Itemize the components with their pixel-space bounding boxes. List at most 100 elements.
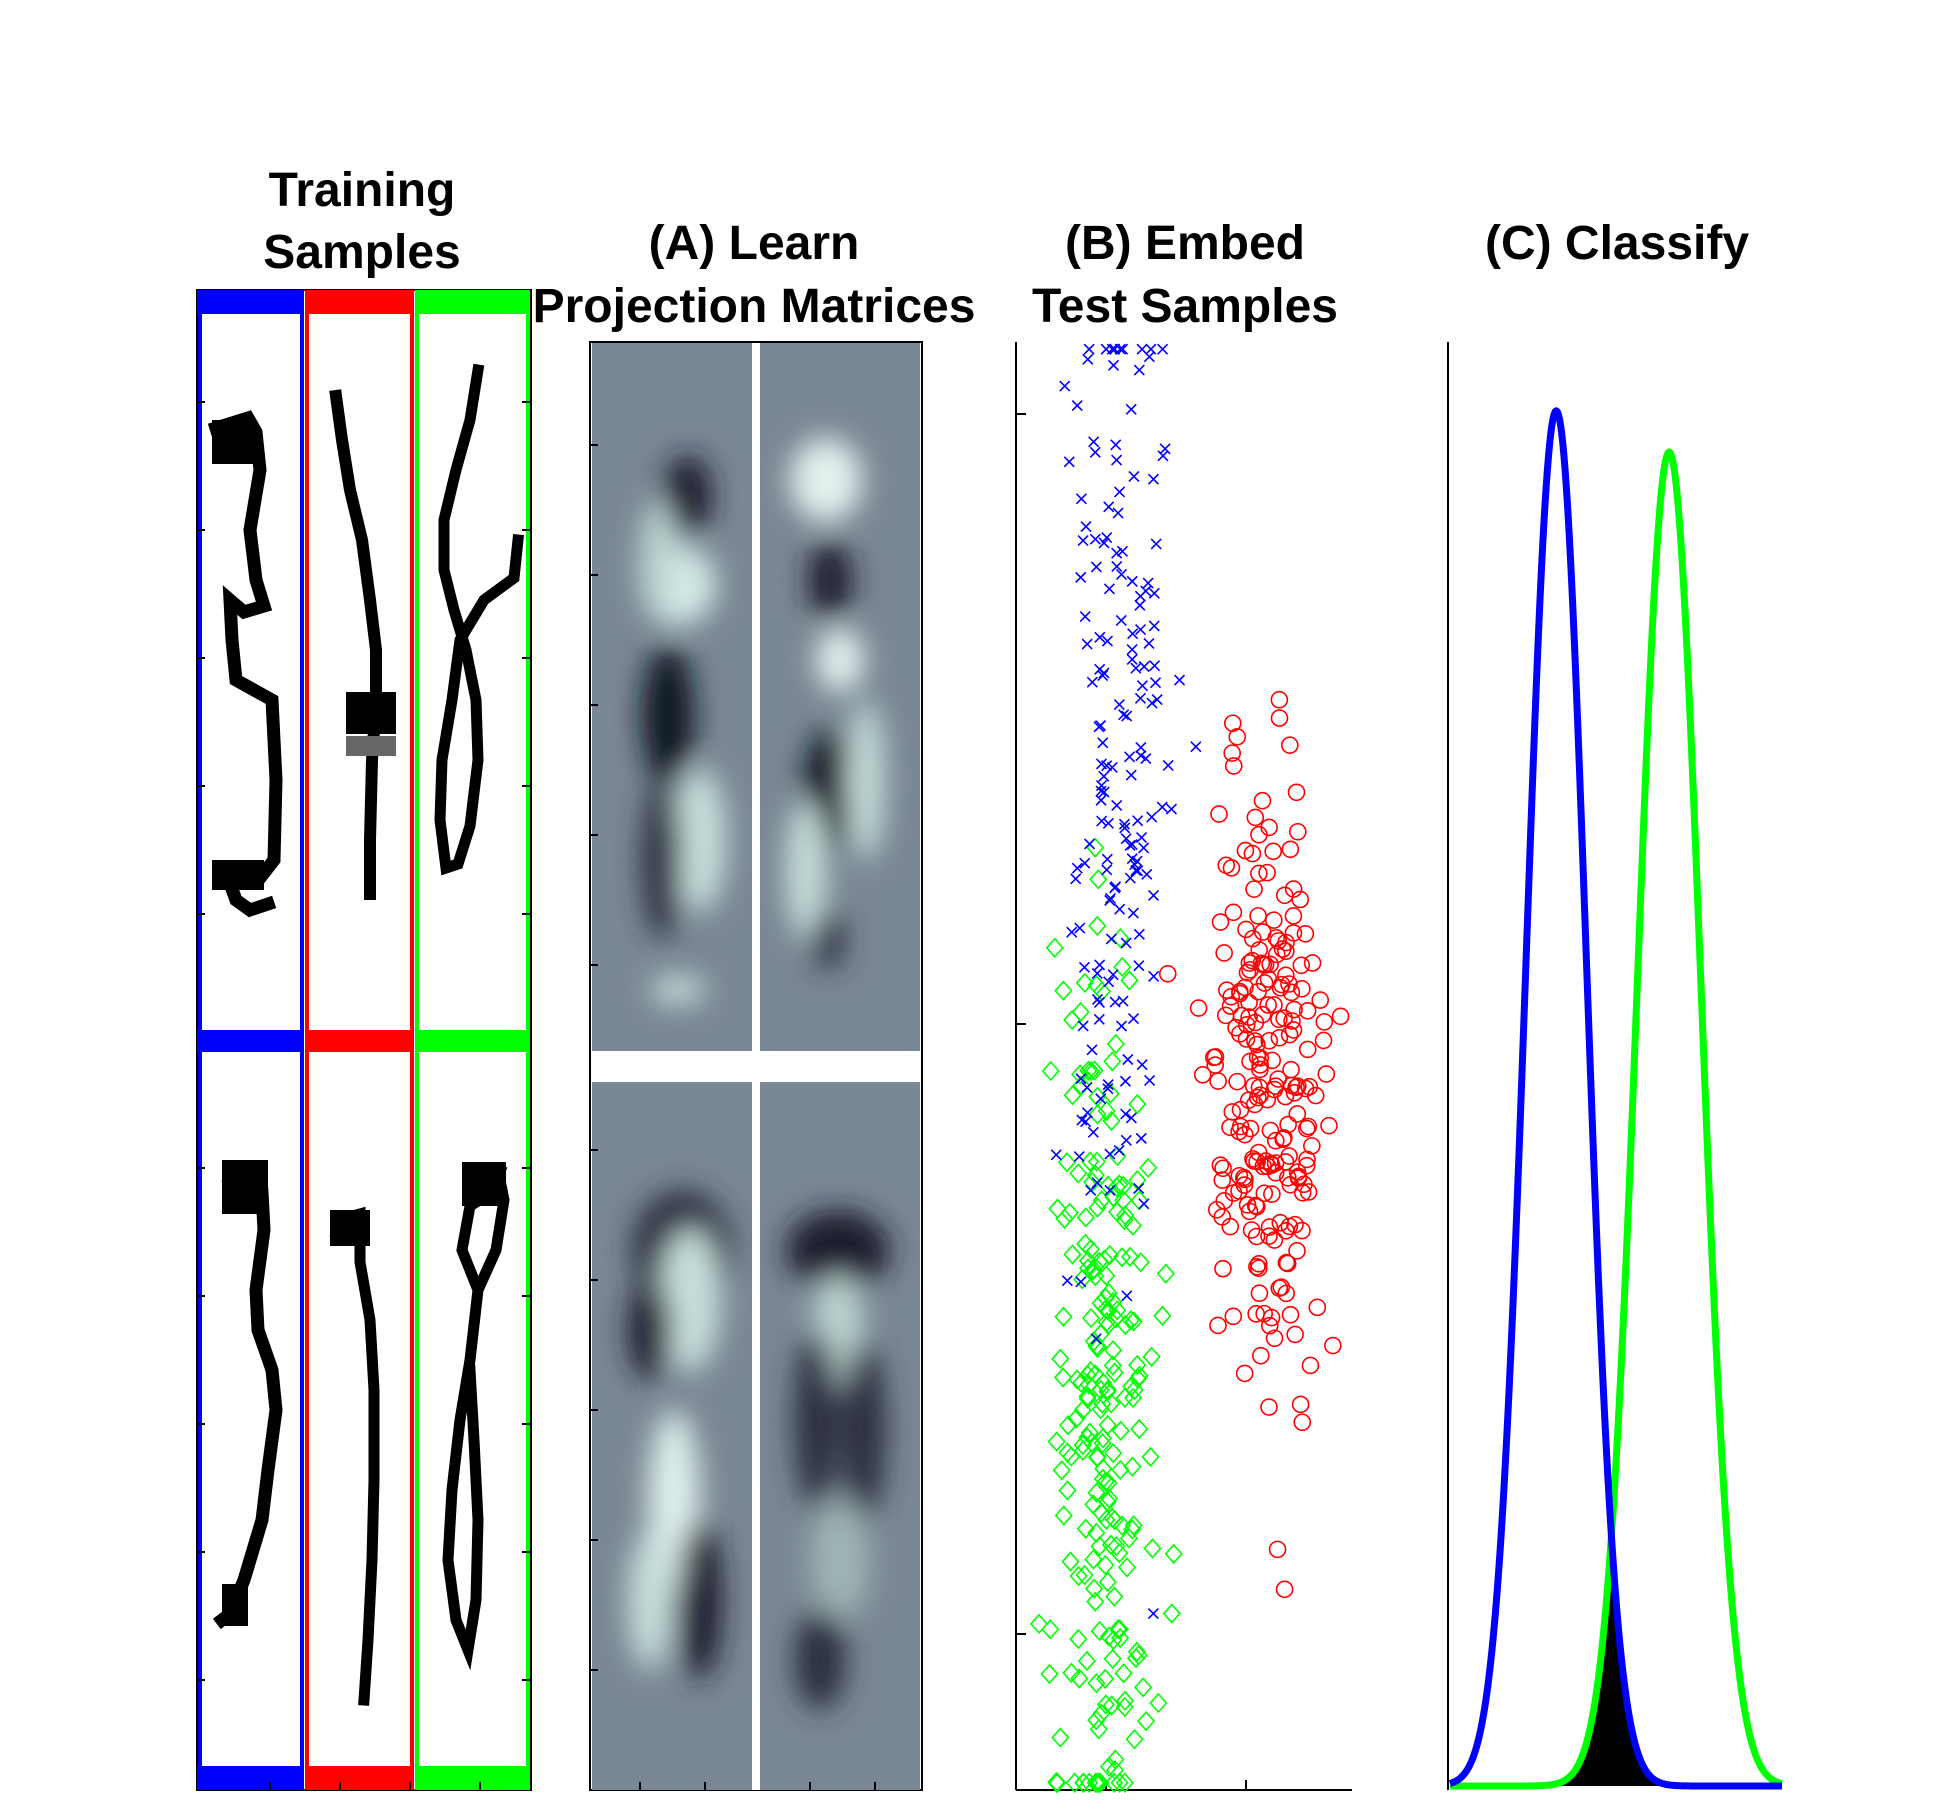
scatter-point-x — [1097, 737, 1109, 749]
scatter-point-x — [1143, 351, 1155, 363]
scatter-point-x — [1090, 1333, 1102, 1345]
scatter-point-circle — [1289, 822, 1307, 841]
scatter-point-circle — [1223, 1103, 1242, 1121]
scatter-point-x — [1134, 599, 1146, 611]
scatter-point-diamond — [1097, 1100, 1116, 1122]
scatter-point-diamond — [1087, 975, 1106, 996]
scatter-point-diamond — [1067, 1408, 1086, 1429]
scatter-point-circle — [1296, 925, 1315, 943]
scatter-point-diamond — [1059, 1415, 1078, 1436]
scatter-point-x — [1104, 892, 1117, 905]
scatter-point-x — [1133, 928, 1145, 940]
scatter-point-x — [1120, 937, 1132, 949]
scatter-point-x — [1120, 833, 1132, 845]
scatter-point-diamond — [1089, 1772, 1108, 1793]
scatter-point-diamond — [1092, 1703, 1111, 1724]
scatter-point-x — [1157, 343, 1169, 355]
scatter-point-x — [1111, 454, 1123, 466]
scatter-point-circle — [1263, 1185, 1281, 1203]
scatter-point-x — [1126, 575, 1138, 587]
scatter-point-x — [1125, 1112, 1137, 1124]
scatter-point-diamond — [1099, 1175, 1118, 1196]
scatter-point-x — [1110, 881, 1122, 893]
scatter-point-circle — [1240, 1202, 1259, 1221]
scatter-point-x — [1150, 538, 1162, 550]
scatter-point-diamond — [1096, 1299, 1115, 1320]
scatter-point-diamond — [1077, 1650, 1096, 1672]
scatter-point-circle — [1213, 1208, 1232, 1226]
scatter-point-x — [1077, 534, 1089, 547]
scatter-point-diamond — [1105, 1509, 1124, 1531]
embed-title-line1: (B) Embed — [1065, 217, 1305, 270]
scatter-point-circle — [1281, 736, 1299, 755]
scatter-point-diamond — [1051, 1727, 1070, 1748]
scatter-point-circle — [1269, 932, 1288, 950]
scatter-point-diamond — [1130, 1190, 1149, 1211]
scatter-point-circle — [1331, 1007, 1350, 1026]
scatter-point-circle — [1211, 913, 1230, 931]
scatter-point-x — [1115, 1020, 1128, 1032]
scatter-point-x — [1133, 960, 1145, 972]
scatter-point-diamond — [1068, 1369, 1087, 1390]
scatter-point-x — [1142, 577, 1154, 589]
scatter-point-circle — [1216, 1006, 1235, 1025]
scatter-point-x — [1135, 750, 1147, 762]
scatter-point-diamond — [1084, 1578, 1104, 1599]
scatter-point-x — [1190, 741, 1202, 753]
scatter-point-circle — [1158, 965, 1177, 983]
scatter-point-diamond — [1045, 937, 1064, 958]
scatter-point-x — [1132, 815, 1144, 827]
training-digit-3-a-blot — [212, 420, 256, 464]
classify-marks — [1447, 407, 1785, 1790]
scatter-point-diamond — [1156, 1263, 1175, 1284]
scatter-point-x — [1118, 818, 1131, 830]
scatter-point-circle — [1255, 1304, 1273, 1323]
scatter-point-circle — [1265, 911, 1283, 929]
scatter-point-circle — [1246, 1013, 1265, 1032]
scatter-point-circle — [1237, 1030, 1256, 1048]
scatter-point-diamond — [1093, 1468, 1112, 1490]
scatter-point-diamond — [1090, 1536, 1109, 1557]
projection-ticks — [590, 444, 876, 1790]
scatter-point-diamond — [1053, 1367, 1073, 1388]
scatter-point-diamond — [1099, 1488, 1119, 1509]
scatter-point-diamond — [1088, 1104, 1107, 1125]
scatter-point-circle — [1280, 975, 1298, 993]
scatter-point-x — [1105, 933, 1117, 945]
scatter-point-x — [1103, 501, 1115, 513]
scatter-point-circle — [1247, 1227, 1266, 1246]
training-digit-1-a — [329, 389, 382, 900]
scatter-point-circle — [1237, 920, 1255, 939]
scatter-point-diamond — [1065, 1772, 1084, 1793]
scatter-point-diamond — [1116, 1314, 1135, 1336]
scatter-point-diamond — [1081, 1060, 1101, 1082]
scatter-point-diamond — [1111, 1420, 1130, 1441]
scatter-point-circle — [1266, 1077, 1285, 1096]
scatter-point-x — [1133, 1182, 1145, 1194]
scatter-point-diamond — [1162, 1603, 1181, 1624]
scatter-point-circle — [1265, 1231, 1284, 1249]
scatter-point-diamond — [1089, 1719, 1108, 1740]
scatter-point-circle — [1249, 907, 1267, 925]
scatter-point-diamond — [1088, 1336, 1108, 1358]
scatter-point-x — [1097, 670, 1109, 682]
scatter-point-diamond — [1040, 1663, 1059, 1685]
scatter-point-x — [1103, 583, 1115, 595]
scatter-point-diamond — [1126, 1648, 1146, 1669]
scatter-point-diamond — [1111, 928, 1130, 949]
scatter-point-diamond — [1098, 1414, 1117, 1436]
scatter-point-diamond — [1105, 1586, 1124, 1607]
scatter-point-diamond — [1062, 1662, 1081, 1684]
scatter-point-x — [1094, 720, 1107, 732]
scatter-point-diamond — [1124, 1515, 1143, 1536]
scatter-point-circle — [1303, 1137, 1321, 1155]
scatter-point-diamond — [1153, 1305, 1172, 1327]
scatter-point-diamond — [1096, 1554, 1115, 1576]
scatter-point-diamond — [1131, 1252, 1150, 1273]
scatter-point-x — [1083, 838, 1096, 850]
scatter-point-circle — [1237, 1016, 1256, 1034]
scatter-point-x — [1126, 653, 1138, 665]
scatter-point-circle — [1240, 954, 1259, 972]
scatter-point-circle — [1260, 1227, 1278, 1245]
scatter-point-diamond — [1123, 1387, 1143, 1409]
